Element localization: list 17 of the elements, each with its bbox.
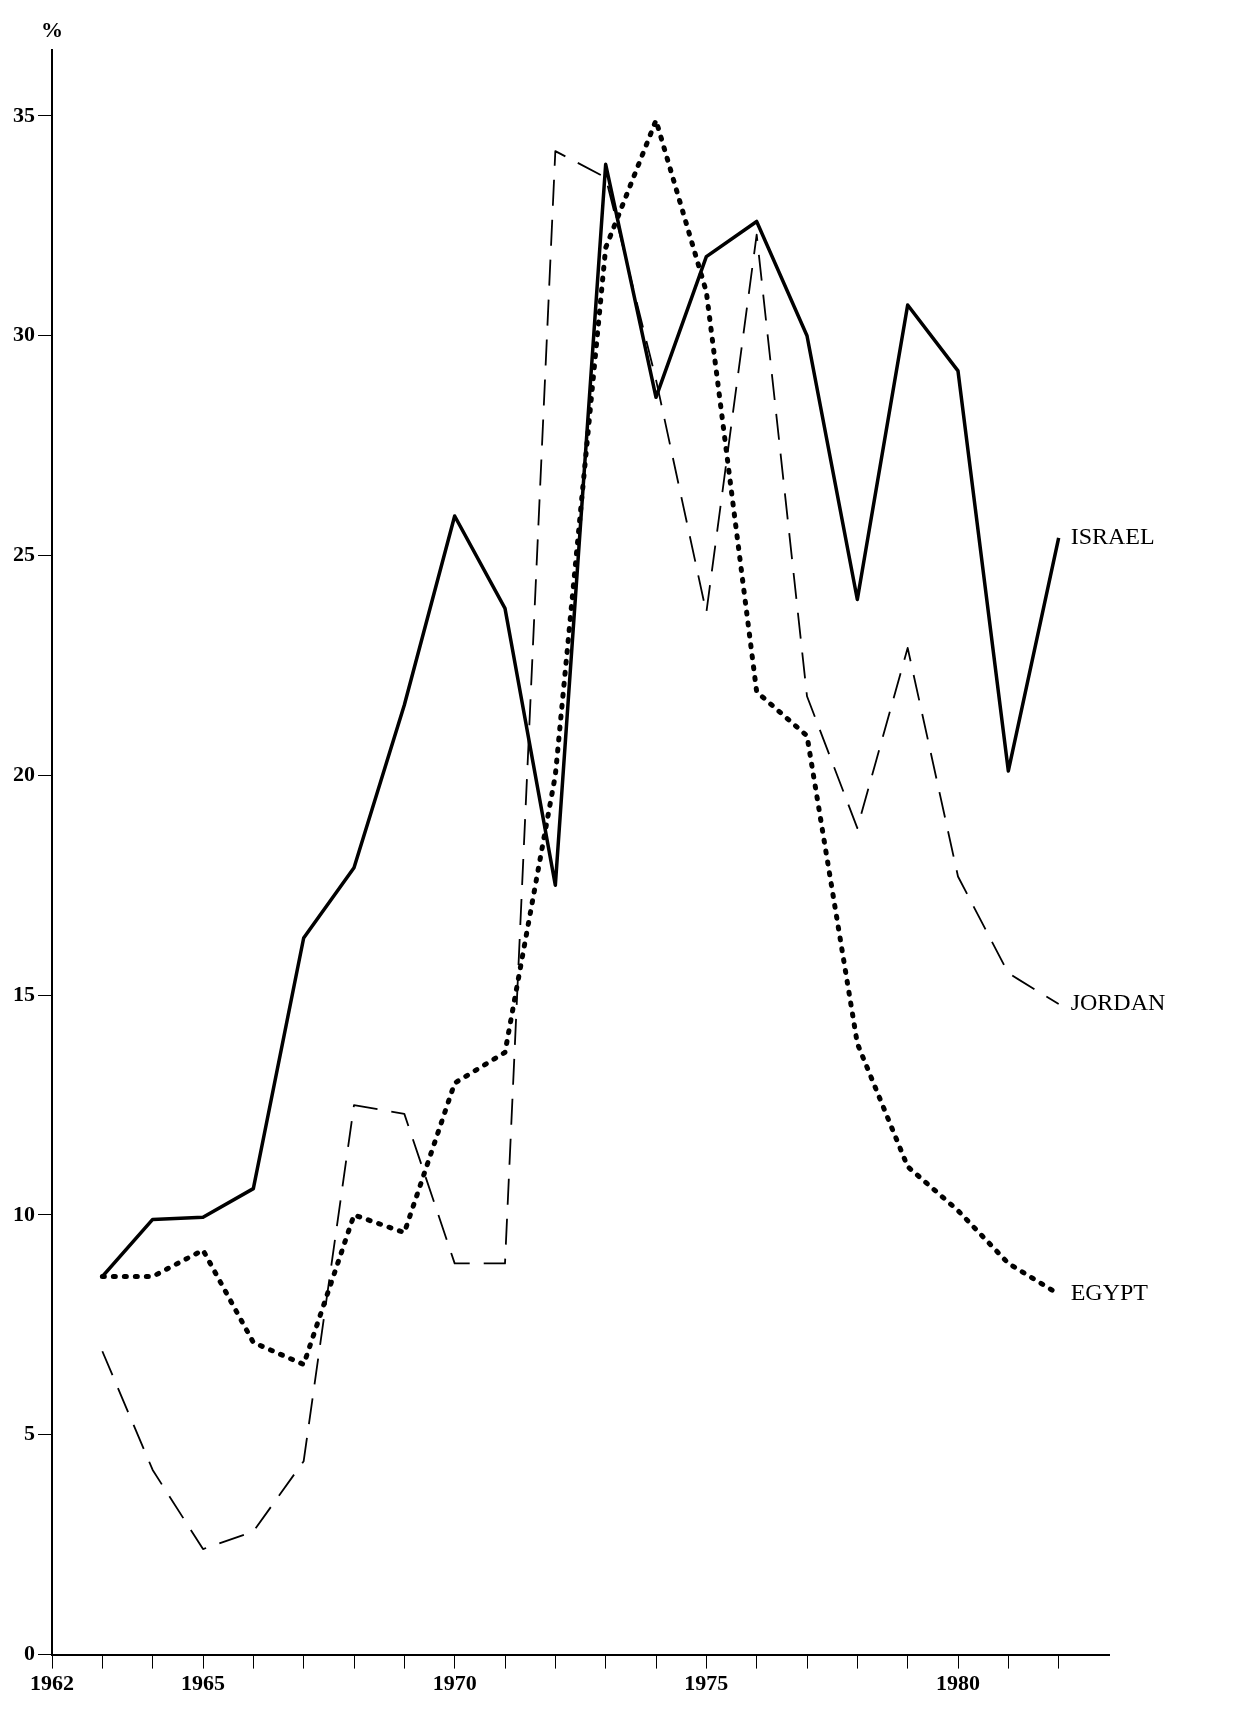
x-tick-label: 1962: [30, 1670, 74, 1696]
y-tick-label: 35: [13, 101, 35, 127]
y-tick-label: 15: [13, 980, 35, 1006]
x-tick-label: 1965: [181, 1670, 225, 1696]
y-axis-title: %: [41, 16, 63, 42]
series-label: ISRAEL: [1070, 523, 1155, 550]
x-tick-label: 1980: [936, 1670, 980, 1696]
y-tick-label: 20: [13, 761, 35, 787]
series-label: JORDAN: [1070, 989, 1166, 1016]
y-tick-label: 30: [13, 321, 35, 347]
y-tick-label: 0: [24, 1640, 35, 1666]
x-tick-label: 1975: [684, 1670, 729, 1696]
y-tick-label: 10: [13, 1200, 35, 1226]
x-tick-label: 1970: [432, 1670, 477, 1696]
y-tick-label: 5: [24, 1420, 35, 1446]
y-tick-label: 25: [13, 541, 35, 567]
series-label: EGYPT: [1070, 1279, 1149, 1306]
